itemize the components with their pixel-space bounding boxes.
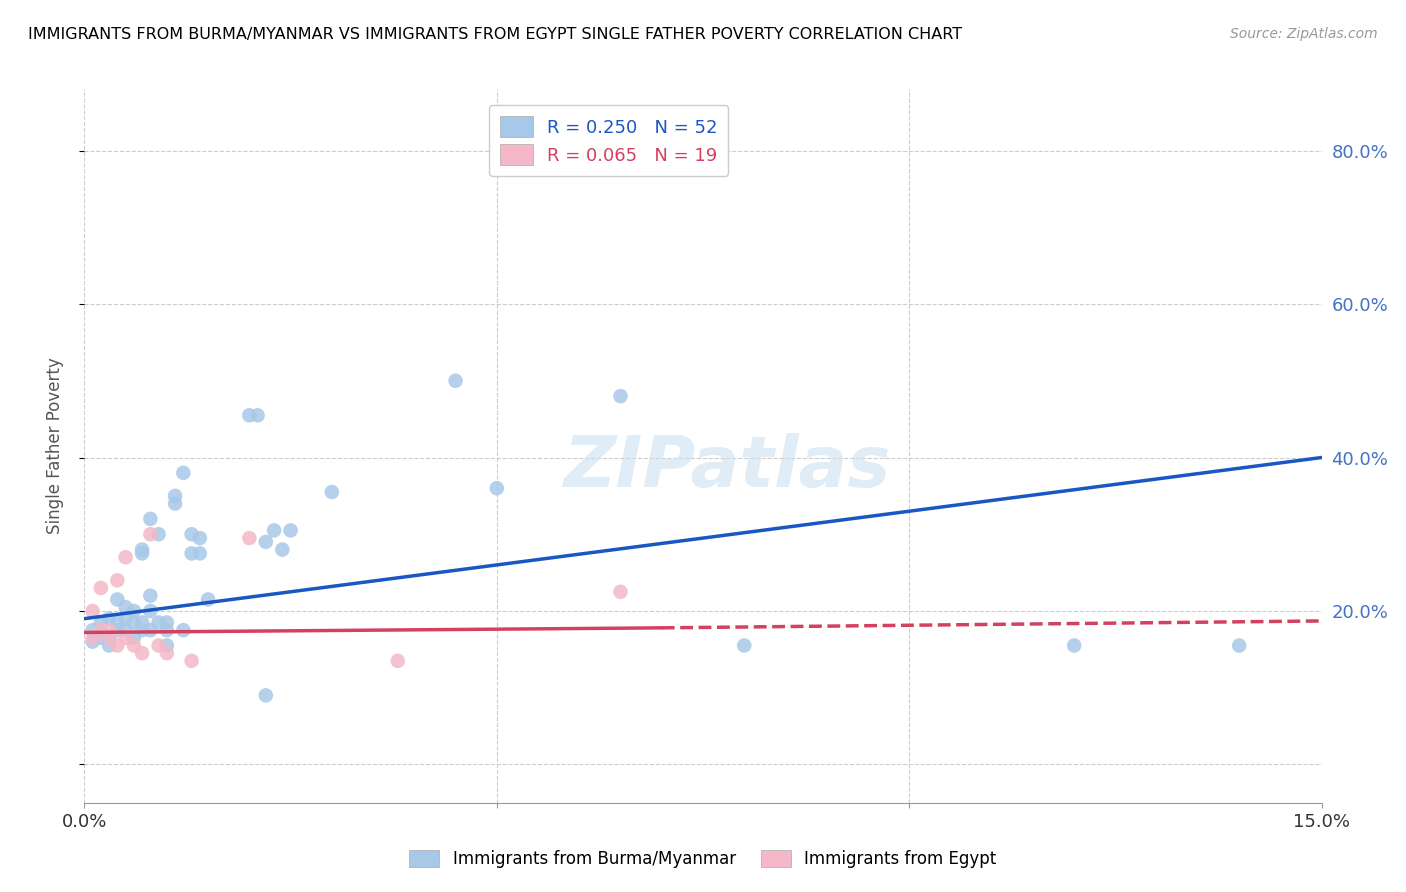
Point [321, 485, 343, 500]
Y-axis label: Single Father Poverty: Single Father Poverty [45, 358, 63, 534]
Text: IMMIGRANTS FROM BURMA/MYANMAR VS IMMIGRANTS FROM EGYPT SINGLE FATHER POVERTY COR: IMMIGRANTS FROM BURMA/MYANMAR VS IMMIGRA… [28, 27, 962, 42]
Point [188, 531, 211, 545]
Point [105, 639, 128, 653]
Point [122, 631, 145, 645]
Point [98, 612, 121, 626]
Point [180, 527, 202, 541]
Point [156, 646, 179, 660]
Point [131, 615, 153, 630]
Point [105, 615, 128, 630]
Point [139, 623, 162, 637]
Point [444, 374, 467, 388]
Point [131, 623, 153, 637]
Point [82, 631, 104, 645]
Point [156, 615, 179, 630]
Point [105, 574, 128, 588]
Point [139, 589, 162, 603]
Point [114, 600, 136, 615]
Point [98, 639, 121, 653]
Point [271, 542, 294, 557]
Point [98, 631, 121, 645]
Point [263, 524, 285, 538]
Point [254, 535, 277, 549]
Point [165, 489, 187, 503]
Point [139, 512, 162, 526]
Point [246, 409, 269, 423]
Point [197, 592, 219, 607]
Point [122, 639, 145, 653]
Point [90, 581, 112, 595]
Point [114, 623, 136, 637]
Point [90, 631, 112, 645]
Point [609, 584, 631, 599]
Point [148, 639, 170, 653]
Legend: Immigrants from Burma/Myanmar, Immigrants from Egypt: Immigrants from Burma/Myanmar, Immigrant… [402, 843, 1004, 875]
Point [180, 546, 202, 560]
Point [148, 527, 170, 541]
Point [156, 623, 179, 637]
Point [82, 634, 104, 648]
Point [1227, 639, 1250, 653]
Point [280, 524, 302, 538]
Point [180, 654, 202, 668]
Legend: R = 0.250   N = 52, R = 0.065   N = 19: R = 0.250 N = 52, R = 0.065 N = 19 [489, 105, 728, 176]
Point [131, 542, 153, 557]
Point [165, 497, 187, 511]
Point [139, 527, 162, 541]
Point [238, 409, 260, 423]
Point [172, 623, 194, 637]
Point [98, 623, 121, 637]
Point [485, 481, 508, 495]
Point [131, 546, 153, 560]
Point [238, 531, 260, 545]
Point [90, 623, 112, 637]
Point [114, 550, 136, 565]
Point [188, 546, 211, 560]
Point [609, 389, 631, 403]
Point [105, 623, 128, 637]
Point [156, 639, 179, 653]
Point [90, 615, 112, 630]
Text: ZIPatlas: ZIPatlas [564, 433, 891, 502]
Point [139, 604, 162, 618]
Point [105, 592, 128, 607]
Point [387, 654, 409, 668]
Point [1063, 639, 1085, 653]
Point [254, 689, 277, 703]
Text: Source: ZipAtlas.com: Source: ZipAtlas.com [1230, 27, 1378, 41]
Point [148, 615, 170, 630]
Point [733, 639, 755, 653]
Point [172, 466, 194, 480]
Point [98, 631, 121, 645]
Point [82, 604, 104, 618]
Point [114, 631, 136, 645]
Point [122, 604, 145, 618]
Point [122, 615, 145, 630]
Point [82, 623, 104, 637]
Point [131, 646, 153, 660]
Point [114, 612, 136, 626]
